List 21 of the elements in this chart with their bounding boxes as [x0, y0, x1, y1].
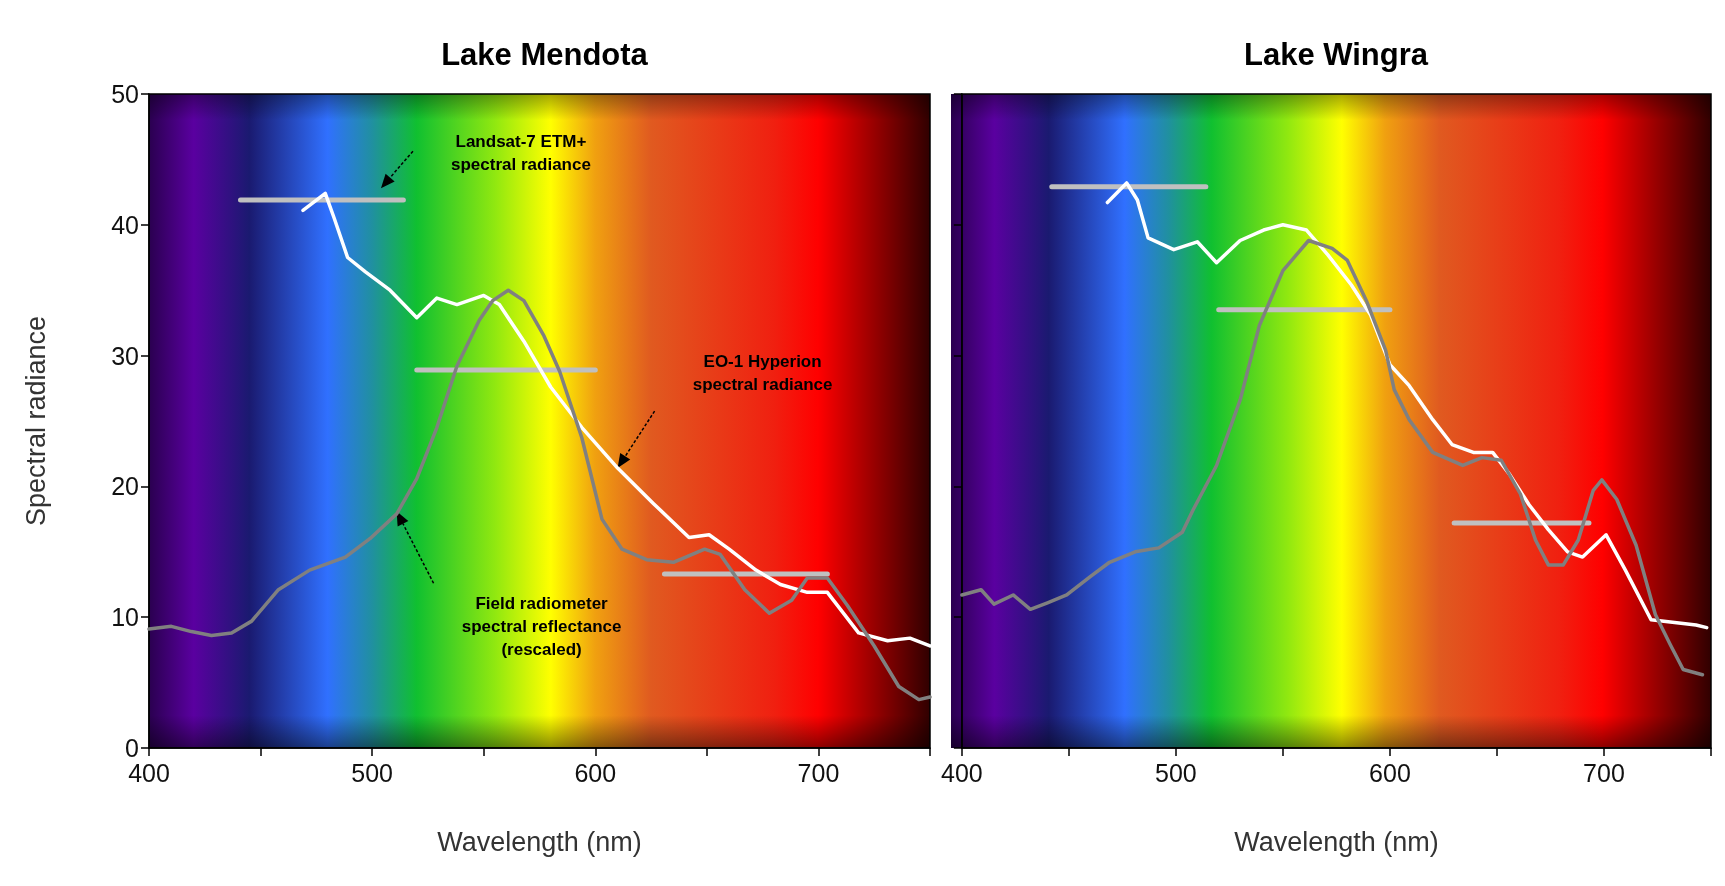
annotation: Landsat-7 ETM+ spectral radiance	[451, 132, 591, 175]
x-tick-label: 600	[574, 758, 617, 787]
y-tick-label: 10	[111, 603, 139, 632]
x-tick-label: 700	[1583, 758, 1625, 787]
line-series	[147, 288, 932, 702]
x-axis-title: Wavelength (nm)	[1234, 826, 1439, 857]
y-axis-title: Spectral radiance	[20, 315, 51, 527]
x-tick-label: 600	[1369, 758, 1411, 787]
annotation: Field radiometer spectral reflectance (rescaled)	[461, 593, 622, 659]
x-tick-label: 500	[351, 758, 393, 787]
chart-title: Lake Wingra	[1243, 37, 1429, 72]
x-axis-title: Wavelength (nm)	[437, 826, 642, 857]
y-tick-label: 40	[111, 210, 139, 239]
chart-title: Lake Mendota	[441, 37, 649, 72]
y-tick-label: 30	[111, 341, 139, 370]
annotation: EO-1 Hyperion spectral radiance	[692, 352, 833, 395]
x-tick-label: 400	[941, 758, 983, 787]
x-tick-label: 500	[1155, 758, 1197, 787]
y-tick-label: 20	[111, 472, 139, 501]
x-tick-label: 700	[797, 758, 840, 787]
y-tick-label: 50	[111, 80, 139, 108]
